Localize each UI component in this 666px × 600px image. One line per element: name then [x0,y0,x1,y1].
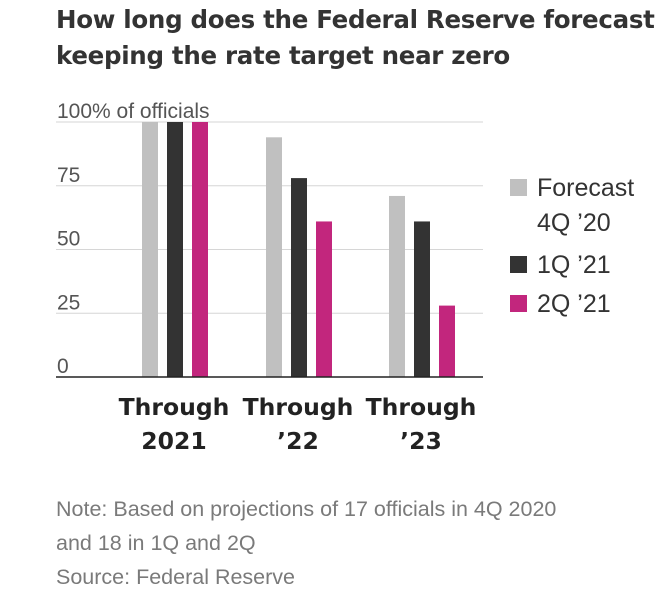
legend-label-1-1: Forecast [537,174,634,202]
category-label-1-1: Through [119,393,230,421]
bar-2-2 [291,178,307,377]
y-tick-label-50: 50 [57,228,80,251]
category-label-3-2: ’23 [400,427,442,455]
y-tick-label-25: 25 [57,291,80,314]
bar-chart: 0 25 50 75 100% of officials Through 2021 Throu… [56,100,634,455]
legend-swatch-3 [510,295,527,312]
source-line: Source: Federal Reserve [56,565,295,589]
bar-3-1 [192,122,208,377]
legend-label-2-1: 1Q ’21 [537,251,611,279]
bar-1-3 [389,195,405,377]
chart-notes: Note: Based on projections of 17 officia… [56,492,656,594]
title-line-1: How long does the Federal Reserve foreca… [56,5,655,34]
legend-swatch-1 [510,179,527,196]
category-label-2-1: Through [243,393,354,421]
category-label-3-1: Through [366,393,477,421]
bar-3-2 [316,221,332,377]
category-label-1-2: 2021 [141,427,206,455]
bar-2-3 [414,221,430,377]
chart-title: How long does the Federal Reserve foreca… [56,2,656,74]
category-label-2-2: ’22 [277,427,319,455]
legend-label-1-2: 4Q ’20 [537,209,611,237]
bar-3-3 [439,305,455,377]
title-line-2: keeping the rate target near zero [56,41,510,70]
legend-label-3-1: 2Q ’21 [537,290,611,318]
bar-1-2 [266,137,282,377]
bar-1-1 [142,122,158,377]
note-line-2: and 18 in 1Q and 2Q [56,531,256,555]
y-tick-label-0: 0 [57,355,69,378]
bar-2-1 [167,122,183,377]
legend-swatch-2 [510,256,527,273]
note-line-1: Note: Based on projections of 17 officia… [56,497,557,521]
y-tick-label-75: 75 [57,164,80,187]
y-tick-label-100: 100% of officials [57,100,210,123]
